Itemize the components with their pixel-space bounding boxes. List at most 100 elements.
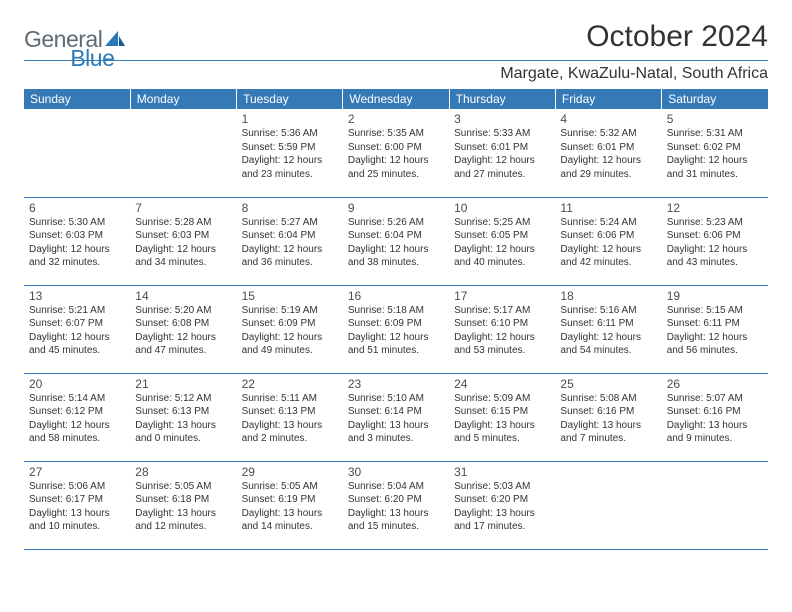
daylight-text: Daylight: 12 hours [667, 154, 763, 168]
day-header: Saturday [662, 89, 768, 109]
sunset-text: Sunset: 6:11 PM [667, 317, 763, 331]
daylight-text: Daylight: 12 hours [348, 243, 444, 257]
sunset-text: Sunset: 6:06 PM [560, 229, 656, 243]
sunset-text: Sunset: 6:15 PM [454, 405, 550, 419]
calendar-cell [130, 109, 236, 197]
calendar-cell: 22Sunrise: 5:11 AMSunset: 6:13 PMDayligh… [237, 373, 343, 461]
day-number: 22 [242, 377, 338, 391]
calendar-cell: 29Sunrise: 5:05 AMSunset: 6:19 PMDayligh… [237, 461, 343, 549]
sunset-text: Sunset: 6:00 PM [348, 141, 444, 155]
sunrise-text: Sunrise: 5:04 AM [348, 480, 444, 494]
sunrise-text: Sunrise: 5:09 AM [454, 392, 550, 406]
sunrise-text: Sunrise: 5:26 AM [348, 216, 444, 230]
calendar-cell [662, 461, 768, 549]
sunset-text: Sunset: 6:10 PM [454, 317, 550, 331]
day-number: 6 [29, 201, 125, 215]
daylight-text: Daylight: 12 hours [29, 243, 125, 257]
location-text: Margate, KwaZulu-Natal, South Africa [24, 65, 768, 83]
daylight-text: Daylight: 13 hours [348, 507, 444, 521]
calendar-cell: 3Sunrise: 5:33 AMSunset: 6:01 PMDaylight… [449, 109, 555, 197]
day-number: 1 [242, 112, 338, 126]
sunrise-text: Sunrise: 5:30 AM [29, 216, 125, 230]
sunrise-text: Sunrise: 5:21 AM [29, 304, 125, 318]
daylight-text: and 7 minutes. [560, 432, 656, 446]
day-number: 31 [454, 465, 550, 479]
calendar-cell: 28Sunrise: 5:05 AMSunset: 6:18 PMDayligh… [130, 461, 236, 549]
calendar-week-row: 1Sunrise: 5:36 AMSunset: 5:59 PMDaylight… [24, 109, 768, 197]
day-number: 4 [560, 112, 656, 126]
day-number: 21 [135, 377, 231, 391]
daylight-text: and 15 minutes. [348, 520, 444, 534]
sunrise-text: Sunrise: 5:05 AM [135, 480, 231, 494]
sunset-text: Sunset: 6:01 PM [454, 141, 550, 155]
daylight-text: and 17 minutes. [454, 520, 550, 534]
calendar-week-row: 13Sunrise: 5:21 AMSunset: 6:07 PMDayligh… [24, 285, 768, 373]
day-header: Thursday [449, 89, 555, 109]
sunset-text: Sunset: 6:13 PM [135, 405, 231, 419]
day-number: 15 [242, 289, 338, 303]
sunrise-text: Sunrise: 5:24 AM [560, 216, 656, 230]
sunrise-text: Sunrise: 5:10 AM [348, 392, 444, 406]
sunrise-text: Sunrise: 5:16 AM [560, 304, 656, 318]
sunrise-text: Sunrise: 5:36 AM [242, 127, 338, 141]
day-number: 30 [348, 465, 444, 479]
daylight-text: Daylight: 12 hours [242, 331, 338, 345]
logo: General Blue [24, 26, 170, 53]
daylight-text: Daylight: 12 hours [560, 331, 656, 345]
day-header: Wednesday [343, 89, 449, 109]
calendar-cell: 1Sunrise: 5:36 AMSunset: 5:59 PMDaylight… [237, 109, 343, 197]
sunrise-text: Sunrise: 5:12 AM [135, 392, 231, 406]
day-number: 16 [348, 289, 444, 303]
daylight-text: and 47 minutes. [135, 344, 231, 358]
daylight-text: and 27 minutes. [454, 168, 550, 182]
daylight-text: Daylight: 12 hours [560, 154, 656, 168]
day-number: 23 [348, 377, 444, 391]
sunrise-text: Sunrise: 5:31 AM [667, 127, 763, 141]
sunrise-text: Sunrise: 5:06 AM [29, 480, 125, 494]
daylight-text: and 12 minutes. [135, 520, 231, 534]
day-number: 3 [454, 112, 550, 126]
calendar-week-row: 27Sunrise: 5:06 AMSunset: 6:17 PMDayligh… [24, 461, 768, 549]
sunset-text: Sunset: 6:20 PM [348, 493, 444, 507]
day-header: Sunday [24, 89, 130, 109]
day-number: 12 [667, 201, 763, 215]
calendar-cell: 9Sunrise: 5:26 AMSunset: 6:04 PMDaylight… [343, 197, 449, 285]
sunrise-text: Sunrise: 5:03 AM [454, 480, 550, 494]
daylight-text: Daylight: 12 hours [348, 154, 444, 168]
daylight-text: and 56 minutes. [667, 344, 763, 358]
daylight-text: and 5 minutes. [454, 432, 550, 446]
calendar-cell: 2Sunrise: 5:35 AMSunset: 6:00 PMDaylight… [343, 109, 449, 197]
daylight-text: Daylight: 12 hours [29, 419, 125, 433]
calendar-cell: 11Sunrise: 5:24 AMSunset: 6:06 PMDayligh… [555, 197, 661, 285]
sunset-text: Sunset: 6:05 PM [454, 229, 550, 243]
daylight-text: Daylight: 13 hours [242, 419, 338, 433]
day-number: 14 [135, 289, 231, 303]
day-header: Monday [130, 89, 236, 109]
calendar-cell: 14Sunrise: 5:20 AMSunset: 6:08 PMDayligh… [130, 285, 236, 373]
page-title: October 2024 [586, 20, 768, 54]
calendar-cell: 20Sunrise: 5:14 AMSunset: 6:12 PMDayligh… [24, 373, 130, 461]
calendar-cell: 25Sunrise: 5:08 AMSunset: 6:16 PMDayligh… [555, 373, 661, 461]
sunrise-text: Sunrise: 5:35 AM [348, 127, 444, 141]
daylight-text: Daylight: 13 hours [242, 507, 338, 521]
sunrise-text: Sunrise: 5:11 AM [242, 392, 338, 406]
daylight-text: and 36 minutes. [242, 256, 338, 270]
sunset-text: Sunset: 6:02 PM [667, 141, 763, 155]
daylight-text: and 42 minutes. [560, 256, 656, 270]
day-number: 26 [667, 377, 763, 391]
daylight-text: and 9 minutes. [667, 432, 763, 446]
sunset-text: Sunset: 6:04 PM [348, 229, 444, 243]
daylight-text: and 34 minutes. [135, 256, 231, 270]
sunrise-text: Sunrise: 5:28 AM [135, 216, 231, 230]
daylight-text: and 2 minutes. [242, 432, 338, 446]
daylight-text: Daylight: 13 hours [348, 419, 444, 433]
daylight-text: Daylight: 12 hours [454, 154, 550, 168]
calendar-cell: 18Sunrise: 5:16 AMSunset: 6:11 PMDayligh… [555, 285, 661, 373]
calendar-cell: 31Sunrise: 5:03 AMSunset: 6:20 PMDayligh… [449, 461, 555, 549]
daylight-text: and 29 minutes. [560, 168, 656, 182]
daylight-text: and 40 minutes. [454, 256, 550, 270]
day-number: 24 [454, 377, 550, 391]
daylight-text: Daylight: 13 hours [29, 507, 125, 521]
calendar-cell: 17Sunrise: 5:17 AMSunset: 6:10 PMDayligh… [449, 285, 555, 373]
day-number: 11 [560, 201, 656, 215]
